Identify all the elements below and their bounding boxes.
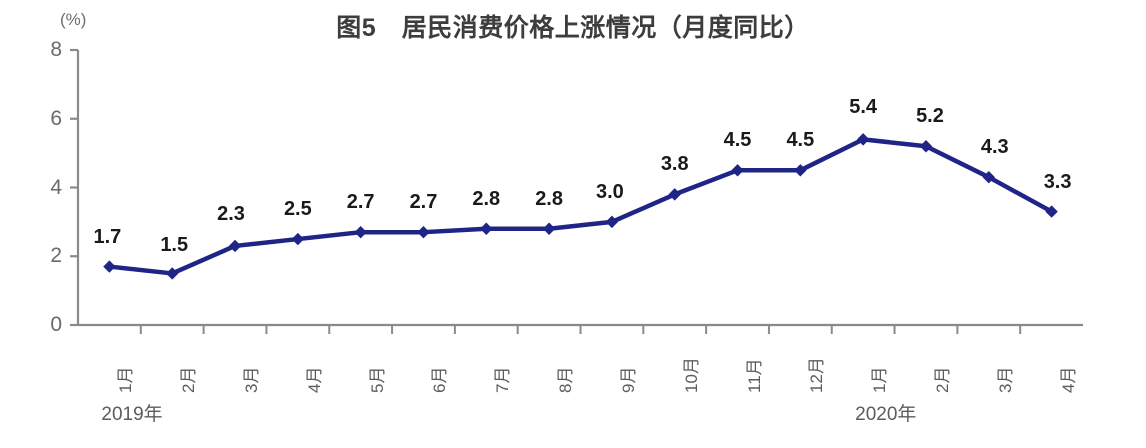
data-value-label: 1.7 xyxy=(93,225,122,248)
data-point-marker xyxy=(480,222,493,235)
x-tick-label: 3月 xyxy=(995,366,1015,393)
y-tick-label: 8 xyxy=(50,38,62,61)
data-value-label: 3.0 xyxy=(596,180,624,203)
x-tick-label: 2月 xyxy=(179,366,199,393)
x-tick-label: 9月 xyxy=(618,366,638,393)
data-point-marker xyxy=(228,239,242,253)
data-point-marker xyxy=(354,225,367,239)
x-tick-label: 4月 xyxy=(304,366,324,393)
data-value-label: 2.5 xyxy=(283,198,312,221)
data-point-marker xyxy=(103,260,116,273)
data-line xyxy=(107,137,1054,276)
x-group-label: 2020年 xyxy=(855,404,917,425)
x-group-label: 2019年 xyxy=(101,404,163,425)
data-value-label: 2.8 xyxy=(472,187,501,210)
data-point-marker xyxy=(731,164,744,177)
x-tick-label: 5月 xyxy=(367,366,387,393)
y-tick-label: 0 xyxy=(50,313,62,336)
data-value-label: 5.4 xyxy=(849,96,878,119)
y-tick-label: 4 xyxy=(50,175,62,199)
chart-title: 图5 居民消费价格上涨情况（月度同比） xyxy=(336,14,810,42)
x-tick-label: 7月 xyxy=(493,366,513,393)
series-markers xyxy=(103,133,1058,280)
data-point-marker xyxy=(166,267,179,280)
series-line xyxy=(107,137,1054,276)
axes xyxy=(70,48,1083,334)
data-value-label: 4.5 xyxy=(723,129,752,152)
data-point-marker xyxy=(417,225,430,239)
x-tick-label: 2月 xyxy=(932,366,952,393)
y-tick-label: 2 xyxy=(50,244,62,268)
x-tick-label: 11月 xyxy=(744,358,764,393)
data-value-label: 2.7 xyxy=(346,191,375,214)
data-point-marker xyxy=(919,140,933,153)
data-value-label: 1.5 xyxy=(160,234,189,257)
x-tick-label: 6月 xyxy=(430,366,450,393)
data-value-label: 3.3 xyxy=(1043,170,1072,193)
data-value-label: 2.8 xyxy=(535,187,563,210)
y-axis-unit-label: (%) xyxy=(60,10,87,29)
data-point-marker xyxy=(668,188,681,201)
x-tick-label: 1月 xyxy=(870,366,890,393)
x-tick-label: 4月 xyxy=(1058,366,1078,393)
data-point-marker xyxy=(794,164,807,177)
x-tick-label: 3月 xyxy=(242,366,262,393)
x-tick-label: 1月 xyxy=(116,366,136,393)
data-value-label: 4.3 xyxy=(980,136,1009,159)
data-value-label: 2.7 xyxy=(409,191,438,214)
data-value-label: 4.5 xyxy=(786,129,815,152)
data-value-label: 5.2 xyxy=(916,105,944,128)
y-tick-label: 6 xyxy=(50,106,62,130)
data-point-marker xyxy=(1045,205,1058,218)
data-point-marker xyxy=(291,232,305,246)
data-point-marker xyxy=(982,170,995,184)
x-tick-label: 12月 xyxy=(807,357,827,393)
x-tick-label: 8月 xyxy=(556,366,576,393)
data-value-label: 2.3 xyxy=(217,202,245,225)
data-point-marker xyxy=(605,215,619,229)
x-tick-label: 10月 xyxy=(681,357,701,393)
data-value-label: 3.8 xyxy=(660,153,689,176)
data-point-marker xyxy=(542,222,556,235)
data-point-marker xyxy=(856,133,870,146)
